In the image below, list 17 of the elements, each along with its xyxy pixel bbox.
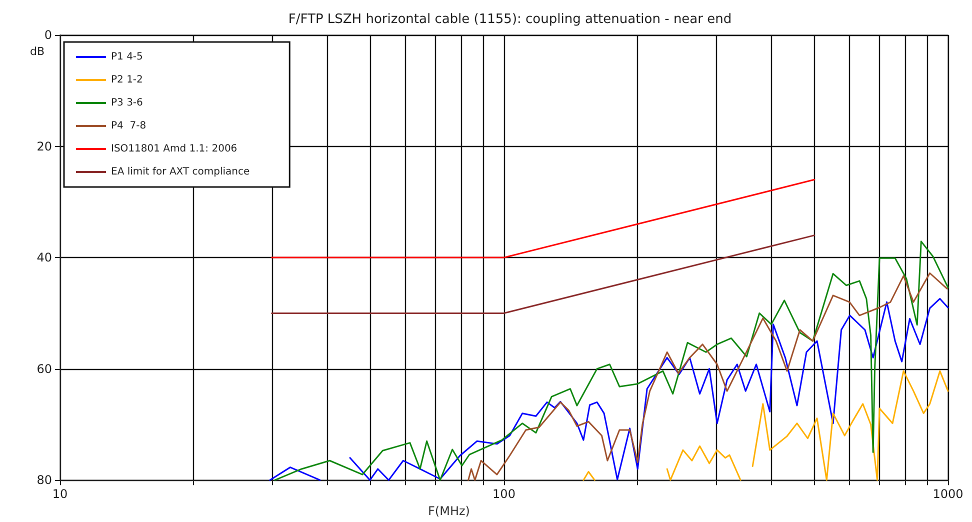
x-tick-label: 10 — [52, 487, 68, 502]
legend-label: P3 3-6 — [111, 98, 143, 108]
y-tick-label: 60 — [36, 362, 52, 376]
legend-label: P2 1-2 — [111, 74, 143, 86]
y-tick-label: 40 — [36, 250, 52, 265]
legend-label: EA limit for AXT compliance — [111, 166, 250, 178]
legend-label: ISO11801 Amd 1.1: 2006 — [111, 144, 238, 154]
y-tick-label: 80 — [36, 473, 52, 488]
y-tick-label: 20 — [36, 139, 52, 154]
y-tick-label: 0 — [44, 28, 52, 42]
x-tick-label: 100 — [492, 487, 516, 502]
chart-title: F/FTP LSZH horizontal cable (1155): coupling attenuation - near end — [288, 12, 732, 27]
y-axis-title: dB — [30, 45, 45, 58]
x-tick-label: 1000 — [932, 487, 964, 502]
x-axis-title: F(MHz) — [428, 504, 470, 518]
legend-label: P1 4-5 — [111, 52, 143, 62]
legend-label: P4 7-8 — [111, 120, 146, 132]
